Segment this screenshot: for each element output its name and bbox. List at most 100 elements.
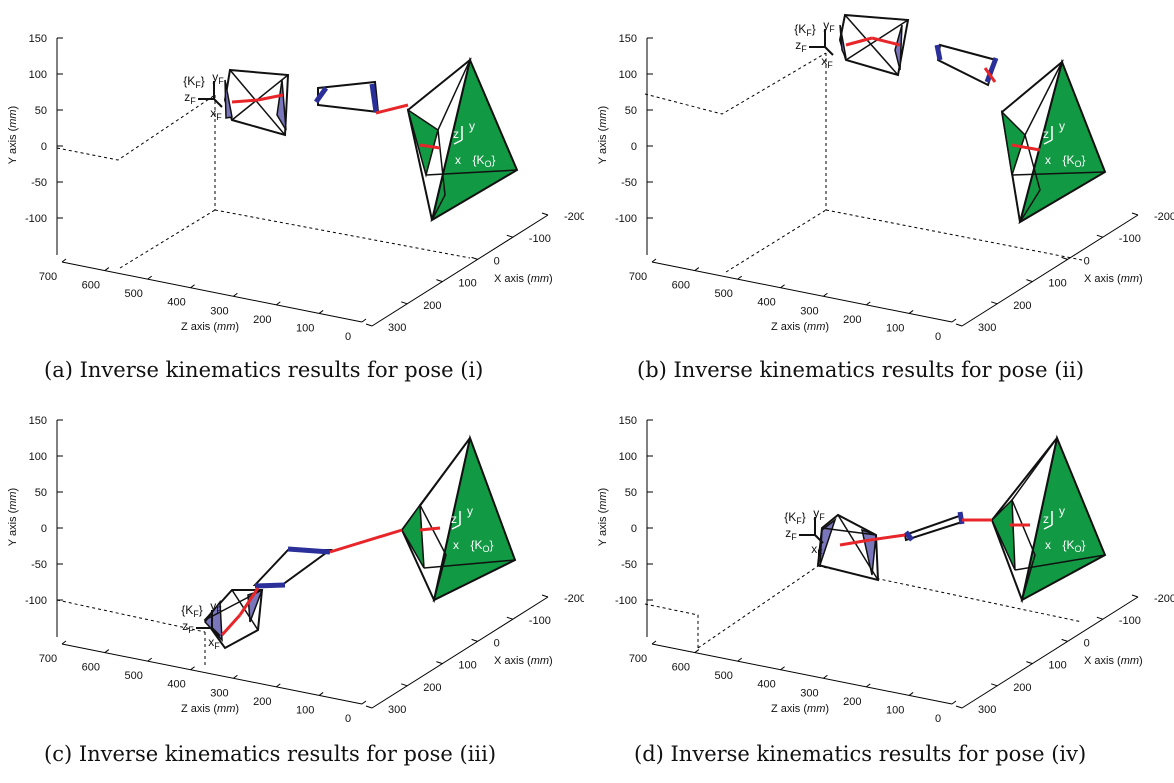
z-tick [737,657,743,662]
x-tick-label: 100 [458,278,476,290]
z-tick-label: 400 [167,297,185,309]
y-tick-label: 100 [29,69,47,81]
z-tick [233,292,238,297]
link [419,526,441,532]
object-frame-z-label: z [453,127,459,141]
x-tick-label: 200 [1013,682,1031,694]
actuator-joint [934,44,943,61]
actuator-joint [904,530,914,542]
cone-edge [1011,437,1058,601]
hand-edge [837,514,879,581]
z-axis-label: Z axis (mm) [771,703,829,715]
z-axis-label: Z axis (mm) [181,321,239,333]
cone-edge [1011,171,1106,176]
finger-frame-x-label: xF [821,54,833,70]
x-tick [401,301,408,305]
z-tick-label: 500 [125,670,143,682]
z-tick-label: 600 [672,280,690,292]
y-tick-label: -50 [31,177,47,189]
y-tick-label: -100 [25,213,47,225]
projection-line [825,209,1083,261]
object-cone [400,434,517,604]
x-tick [471,256,478,260]
z-tick-label: 0 [345,713,351,725]
link-chain [220,526,441,637]
finger-frame-z-label: zF [795,38,807,54]
z-tick [651,258,657,263]
finger-frame: {KF} yF zF xF [183,70,224,122]
z-tick [823,292,828,297]
z-tick-label: 100 [886,704,904,716]
cone-edge [431,59,471,221]
actuator-segment [934,43,999,87]
x-tick [541,212,549,216]
z-tick-label: 700 [629,271,647,283]
link [329,528,403,554]
z-tick-label: 500 [715,670,733,682]
x-axis-label: X axis (mm) [1084,655,1143,667]
z-tick-label: 700 [629,653,647,665]
z-tick [190,284,195,289]
y-tick-label: 50 [35,487,47,499]
hand-cage [223,68,290,137]
projection-line [56,94,216,161]
actuator-frame [903,513,963,542]
x-tick-label: -100 [1119,233,1141,245]
finger-frame-z-label: zF [182,619,194,635]
hand-edge [844,14,899,76]
x-tick [1131,212,1139,216]
y-tick-label: 0 [41,523,47,535]
x-tick [471,638,478,642]
hand-cage [816,513,880,582]
link [869,533,906,542]
z-tick [780,284,785,289]
frame-x-axis [213,98,223,108]
z-tick-label: 0 [345,331,351,343]
y-tick-label: -100 [25,595,47,607]
y-axis-label: Y axis (mm) [597,488,609,546]
z-tick-label: 700 [39,271,57,283]
z-tick-label: 400 [757,679,775,691]
hand-face [224,79,233,119]
cone-edge [1019,61,1063,223]
x-tick [1026,661,1033,665]
y-tick-label: 150 [619,33,637,45]
object-frame-name: {KO} [1062,153,1085,169]
object-frame-y-label: y [1059,504,1065,518]
y-tick-label: 150 [29,33,47,45]
object-frame-z-label: z [451,512,457,526]
x-tick-label: 0 [1084,255,1090,267]
finger-frame-name: {KF} [784,510,806,526]
z-tick-label: 100 [296,704,314,716]
x-tick-label: -100 [529,233,551,245]
frame-x-axis [451,524,461,530]
x-tick-label: -200 [1154,593,1174,605]
z-tick-label: 300 [210,687,228,699]
z-tick [951,318,957,323]
x-tick [1096,616,1103,620]
y-tick-label: -50 [31,559,47,571]
link [231,98,259,104]
projection-lines [56,94,471,269]
z-tick [651,640,657,645]
object-frame-x-label: x [453,538,459,552]
object-frame-x-label: x [1045,538,1051,552]
z-tick [147,657,153,662]
z-tick [908,310,914,314]
z-tick-label: 200 [253,696,271,708]
link [845,36,873,47]
y-tick-label: -100 [615,595,637,607]
x-tick [955,323,963,327]
z-tick [61,258,67,263]
x-axis-line [961,214,1139,327]
y-tick-label: 0 [631,141,637,153]
cone-face-back [990,437,1058,604]
hand-face [839,24,847,59]
x-tick-label: 200 [1013,300,1031,312]
link [1011,143,1041,152]
z-tick [190,666,195,671]
cone-inner-face [991,498,1016,571]
cone-inner-face [1000,109,1026,176]
x-tick [991,683,998,687]
